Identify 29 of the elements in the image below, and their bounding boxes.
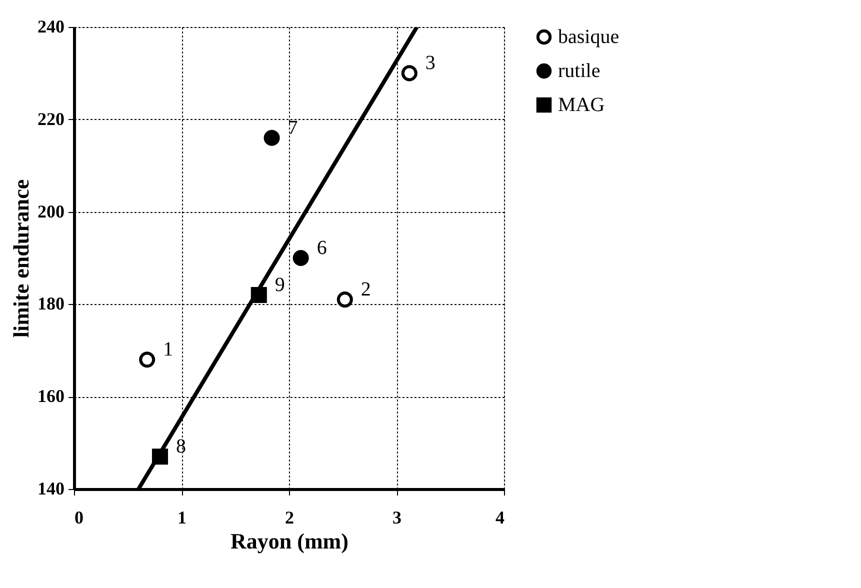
legend-label: MAG [558,94,605,116]
x-tick-label: 3 [392,508,402,528]
annotation: 6 [316,237,327,259]
annotation: 1 [163,338,174,361]
annotation: 3 [425,52,436,74]
y-tick-label: 160 [38,386,64,406]
y-tick-label: 220 [38,108,64,129]
y-tick-label: 180 [38,294,64,314]
y-tick-label: 140 [38,478,64,498]
x-tick-label: 0 [74,508,84,528]
annotation: 9 [274,274,285,296]
point [336,292,353,308]
annotation: 2 [360,278,371,301]
point [292,250,309,266]
point [152,448,168,465]
x-tick-label: 1 [178,508,186,528]
legend-label: basique [558,26,620,48]
y-axis-title: limite endurance [8,179,34,338]
x-tick-label: 4 [496,508,504,528]
y-tick-label: 240 [38,16,64,36]
point [401,65,418,82]
legend-label: rutile [558,60,600,82]
x-tick-label: 2 [285,508,294,528]
y-tick-label: 200 [38,201,64,222]
point [264,130,280,146]
annotation: 7 [288,116,298,139]
x-axis-title: Rayon (mm) [230,528,348,554]
point [139,352,156,368]
point [250,286,267,303]
